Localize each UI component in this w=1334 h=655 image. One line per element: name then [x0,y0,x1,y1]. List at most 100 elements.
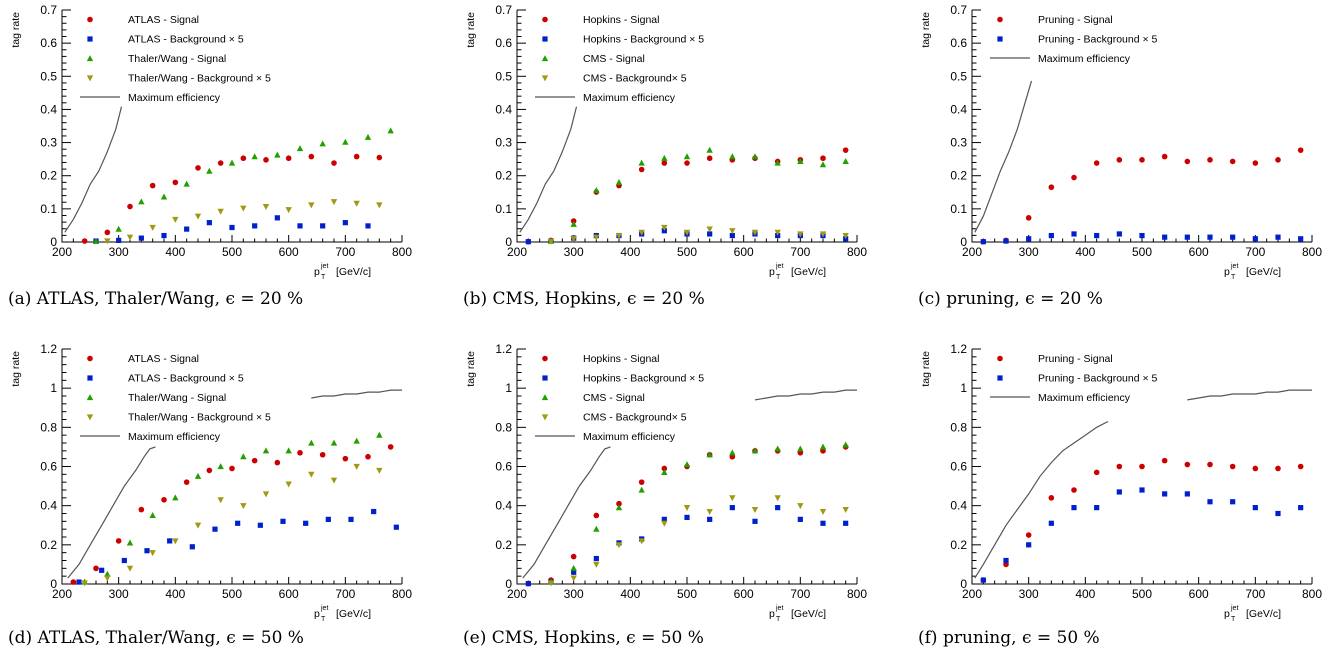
data-point [308,439,315,446]
data-point [330,477,338,484]
data-point [262,203,270,210]
panel-6: 200 300 400 500 600 700 800 0 0.2 0.4 0.6 0.8 1 1.2 ta… [918,342,1322,648]
legend-marker [86,75,94,82]
data-point [138,506,145,513]
data-point [843,520,849,526]
data-point [126,565,134,572]
legend-marker [542,16,548,23]
x-tick-label: 300 [564,245,584,259]
data-point [706,508,713,515]
series-1 [81,153,383,244]
data-point [104,229,111,236]
x-label-sub: T [776,616,781,623]
data-point [229,224,235,231]
data-point [161,496,167,503]
data-point [1116,489,1122,495]
data-point [683,153,691,160]
data-point [274,459,281,466]
data-point [661,160,668,166]
data-point [752,518,758,524]
data-point [1026,236,1032,242]
y-tick-label: 0.2 [950,169,967,183]
data-point [980,239,986,245]
data-point [661,224,668,231]
legend-entry: CMS - Signal [583,53,645,65]
data-point [212,526,218,532]
y-tick-label: 0.6 [495,460,512,474]
x-tick-label: 400 [620,245,640,259]
data-point [195,165,201,171]
x-tick-label: 800 [847,245,867,259]
data-point [308,202,315,209]
legend-marker [86,394,94,401]
series-4 [547,224,849,245]
data-point [189,544,195,550]
data-point [217,463,224,470]
data-point [183,479,190,485]
data-point [661,516,667,522]
data-point [263,157,269,163]
data-point [525,581,531,587]
data-point [206,467,213,474]
x-axis-label: p jet T [GeV/c] [769,263,826,281]
data-point [819,231,827,238]
data-point [1184,491,1190,497]
series-4 [547,495,849,587]
data-point [615,232,623,239]
data-point [121,557,127,564]
y-tick-label: 0.2 [495,169,512,183]
data-point [729,495,736,502]
data-point [251,457,258,464]
legend-entry: ATLAS - Signal [128,353,199,365]
legend-entry: Pruning - Signal [1038,14,1113,26]
legend-marker [87,355,93,362]
y-tick-label: 0 [505,235,512,249]
x-tick-label: 300 [109,245,129,259]
data-point [160,193,168,200]
data-point [1207,499,1213,505]
data-point [1207,234,1213,240]
x-label-sup: jet [1230,263,1238,270]
legend: Pruning - Signal Pruning - Background × 5… [990,353,1158,404]
data-point [240,453,247,460]
series-1 [70,444,394,585]
data-point [262,447,270,454]
data-point [167,538,173,544]
data-point [707,516,713,522]
legend-entry: Maximum efficiency [1038,392,1131,404]
x-tick-label: 700 [335,587,355,601]
data-point [126,539,134,546]
data-point [184,226,190,232]
data-point [308,153,315,160]
x-label-sub: T [1231,616,1236,623]
data-point [149,224,156,231]
data-point [217,160,224,166]
data-point [353,463,360,470]
series-2 [76,508,399,585]
data-point [235,520,241,526]
x-tick-label: 400 [1075,245,1095,259]
legend-marker [542,36,548,42]
y-axis-label: tag rate [920,12,932,48]
data-point [842,147,849,153]
x-axis-label: p jet T [GeV/c] [769,605,826,623]
data-point [571,569,577,575]
legend: Pruning - Signal Pruning - Background × 5… [990,14,1158,65]
max-efficiency-curve [67,446,156,579]
data-point [1048,184,1055,191]
legend-entry: ATLAS - Background × 5 [128,373,244,385]
y-tick-label: 0.6 [950,460,967,474]
data-point [127,203,133,210]
legend-marker [86,55,94,62]
data-point [1252,236,1258,242]
data-point [547,238,555,245]
data-point [81,238,88,244]
y-tick-label: 0.7 [40,3,57,17]
data-point [1162,491,1168,497]
x-label-p: p [769,266,775,278]
y-tick-label: 0 [960,235,967,249]
x-label-sub: T [321,274,326,281]
data-point [842,441,849,448]
data-point [683,505,691,512]
y-axis-label: tag rate [465,351,477,387]
